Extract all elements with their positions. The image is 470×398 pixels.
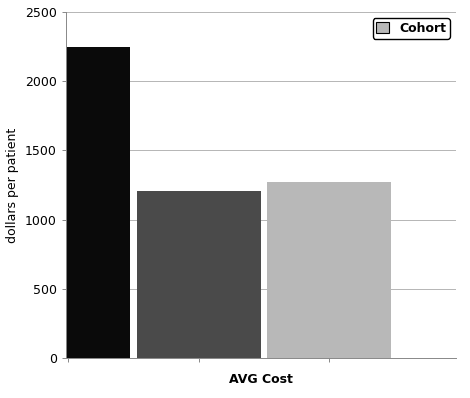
Bar [7, 47, 130, 358]
Bar [137, 191, 261, 358]
Bar [267, 182, 392, 358]
Legend: Cohort: Cohort [373, 18, 450, 39]
X-axis label: AVG Cost: AVG Cost [229, 373, 293, 386]
Y-axis label: dollars per patient: dollars per patient [6, 127, 19, 243]
